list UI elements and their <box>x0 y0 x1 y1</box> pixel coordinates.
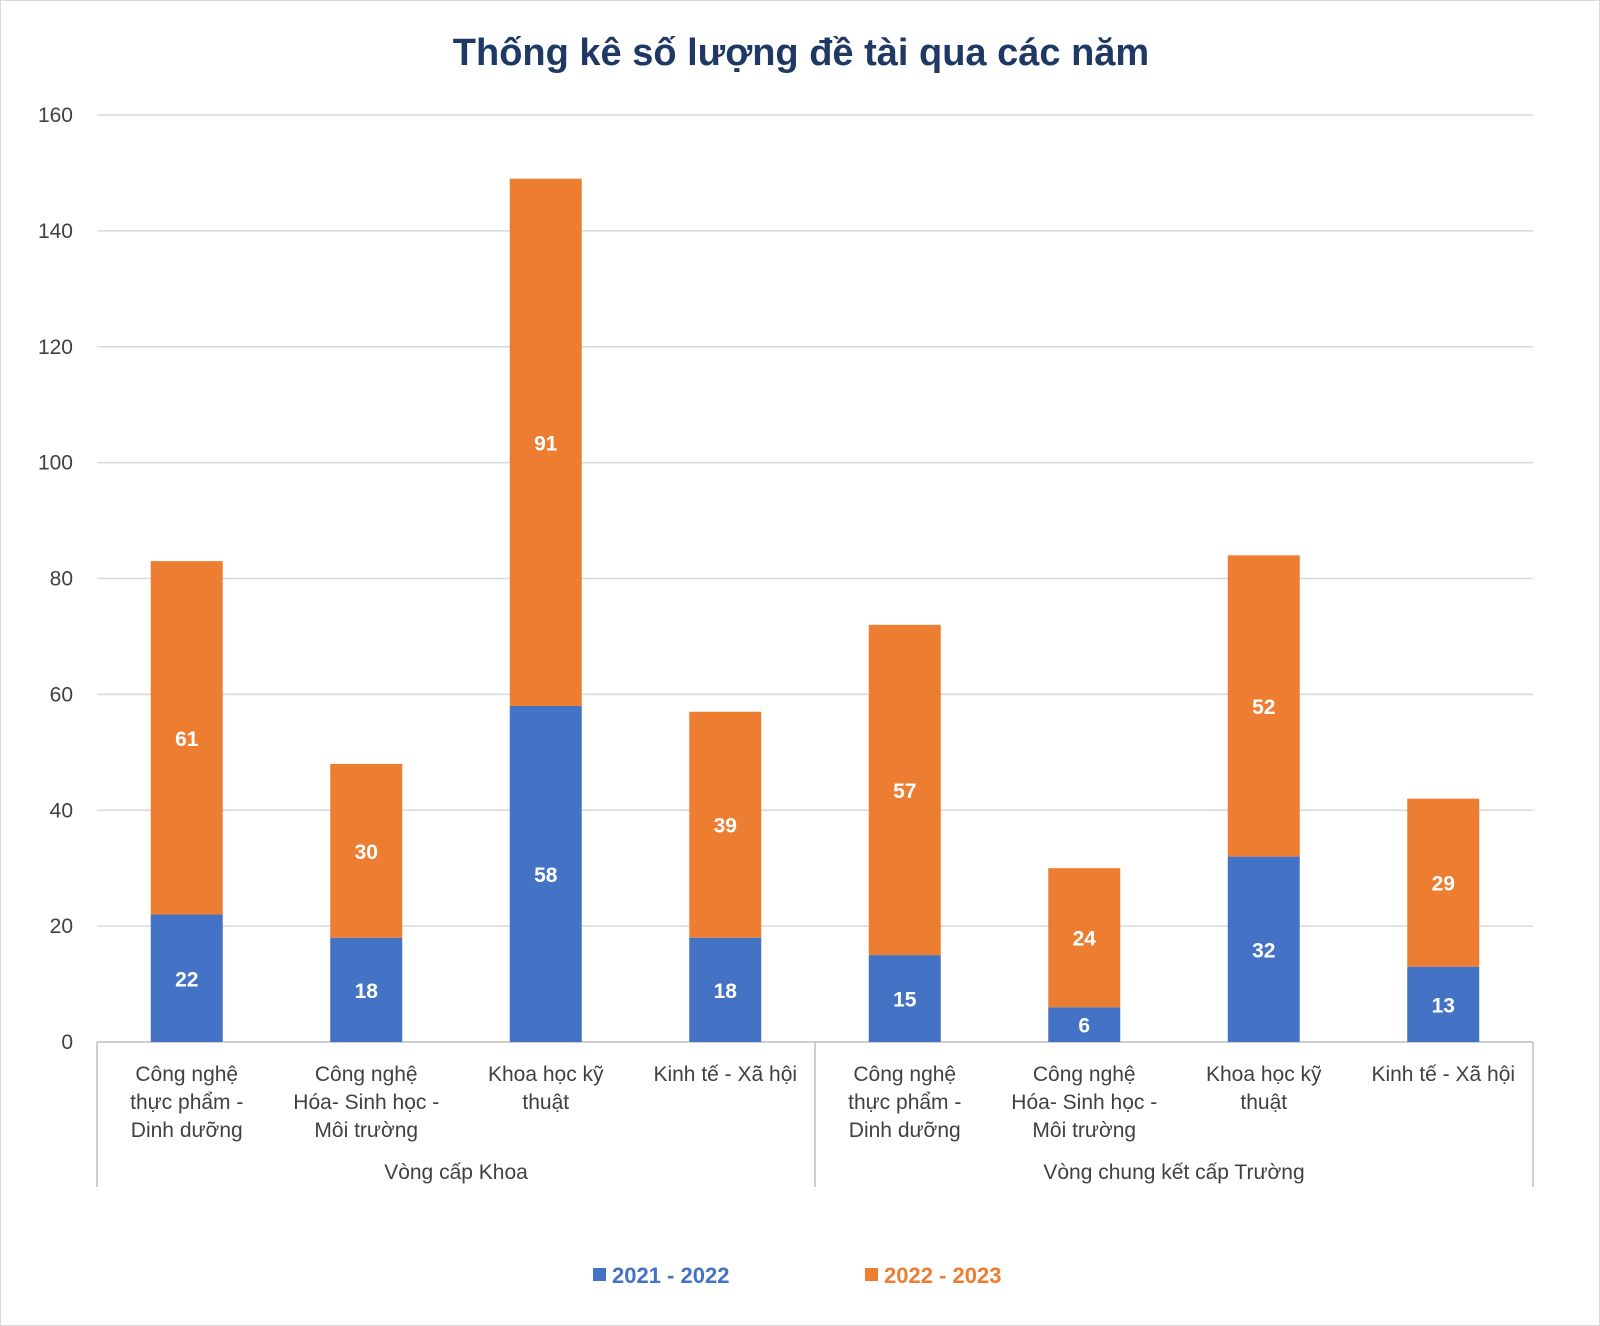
bar-segment <box>150 561 223 915</box>
bars <box>150 178 1480 1042</box>
data-label: 57 <box>893 780 916 803</box>
bar-segment <box>1227 856 1300 1042</box>
x-tick-label: Công nghệ <box>1033 1063 1136 1086</box>
data-label: 58 <box>534 864 558 887</box>
data-label: 39 <box>714 815 737 838</box>
bar-segment <box>1407 798 1480 967</box>
x-tick-label: thực phẩm - <box>130 1091 243 1114</box>
group-label: Vòng chung kết cấp Trường <box>1043 1161 1304 1184</box>
x-tick-label: Hóa- Sinh học - <box>293 1091 439 1114</box>
bar-segment <box>509 705 582 1042</box>
y-tick-label: 0 <box>61 1031 73 1054</box>
bar-segment <box>1048 1007 1121 1042</box>
x-tick-label: Công nghệ <box>315 1063 418 1086</box>
data-label: 18 <box>355 980 379 1003</box>
x-tick-label: Dinh dưỡng <box>849 1119 961 1142</box>
bar-segment <box>868 624 941 956</box>
x-tick-label: thuật <box>522 1091 569 1114</box>
data-label: 24 <box>1073 928 1097 951</box>
data-label: 13 <box>1432 994 1455 1017</box>
gridlines <box>97 114 1533 927</box>
legend-swatch <box>593 1268 606 1281</box>
y-tick-label: 120 <box>38 336 73 359</box>
data-label: 32 <box>1252 939 1275 962</box>
x-tick-label: Dinh dưỡng <box>131 1119 243 1142</box>
bar-segment <box>868 955 941 1042</box>
x-tick-label: Môi trường <box>1032 1119 1136 1142</box>
x-tick-label: Khoa học kỹ <box>488 1063 604 1086</box>
y-tick-label: 40 <box>50 799 73 822</box>
y-tick-label: 140 <box>38 220 73 243</box>
group-label: Vòng cấp Khoa <box>384 1161 528 1184</box>
data-label: 29 <box>1432 873 1455 896</box>
legend-label: 2022 - 2023 <box>884 1263 1001 1288</box>
labels: 22 61 Công nghệ thực phẩm - Dinh dưỡng 18 30 Cô… <box>130 432 1515 1184</box>
data-label: 30 <box>355 841 378 864</box>
bar-segment <box>689 711 762 938</box>
data-label: 61 <box>175 728 199 751</box>
y-tick-label: 80 <box>50 568 73 591</box>
y-tick-label: 20 <box>50 915 73 938</box>
x-tick-label: thực phẩm - <box>848 1091 961 1114</box>
legend-label: 2021 - 2022 <box>612 1263 729 1288</box>
x-tick-label: Môi trường <box>314 1119 418 1142</box>
x-tick-label: Kinh tế - Xã hội <box>1371 1063 1515 1086</box>
data-label: 52 <box>1252 696 1275 719</box>
bar-segment <box>1048 868 1121 1008</box>
axes: 0 20 40 60 80 100 120 140 160 <box>38 104 1534 1187</box>
data-label: 22 <box>175 968 198 991</box>
y-tick-label: 160 <box>38 104 73 127</box>
data-label: 18 <box>714 980 738 1003</box>
data-label: 15 <box>893 989 917 1012</box>
y-tick-label: 100 <box>38 452 73 475</box>
chart-title: Thống kê số lượng đề tài qua các năm <box>453 32 1149 74</box>
legend-swatch <box>865 1268 878 1281</box>
bar-segment <box>1407 966 1480 1042</box>
bar-segment <box>330 937 403 1042</box>
bar-segment <box>330 763 403 938</box>
data-label: 6 <box>1078 1015 1090 1038</box>
x-tick-label: Khoa học kỹ <box>1206 1063 1322 1086</box>
legend: 2021 - 2022 2022 - 2023 <box>593 1263 1001 1288</box>
x-tick-label: Công nghệ <box>135 1063 238 1086</box>
y-tick-label: 60 <box>50 683 73 706</box>
data-label: 91 <box>534 432 558 455</box>
bar-segment <box>689 937 762 1042</box>
x-tick-label: Công nghệ <box>853 1063 956 1086</box>
bar-segment <box>1227 555 1300 857</box>
x-tick-label: Kinh tế - Xã hội <box>653 1063 797 1086</box>
bar-segment <box>509 178 582 706</box>
x-tick-label: Hóa- Sinh học - <box>1011 1091 1157 1114</box>
bar-segment <box>150 914 223 1042</box>
x-tick-label: thuật <box>1240 1091 1287 1114</box>
